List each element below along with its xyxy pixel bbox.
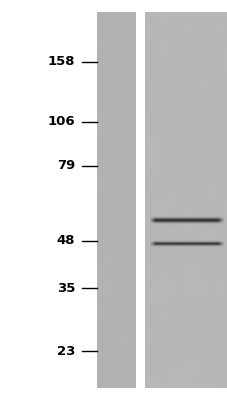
Text: 158: 158 [47,55,75,68]
Text: 23: 23 [57,345,75,358]
Text: 48: 48 [57,234,75,247]
Text: 106: 106 [47,115,75,128]
Text: 79: 79 [57,159,75,172]
Text: 35: 35 [57,282,75,295]
